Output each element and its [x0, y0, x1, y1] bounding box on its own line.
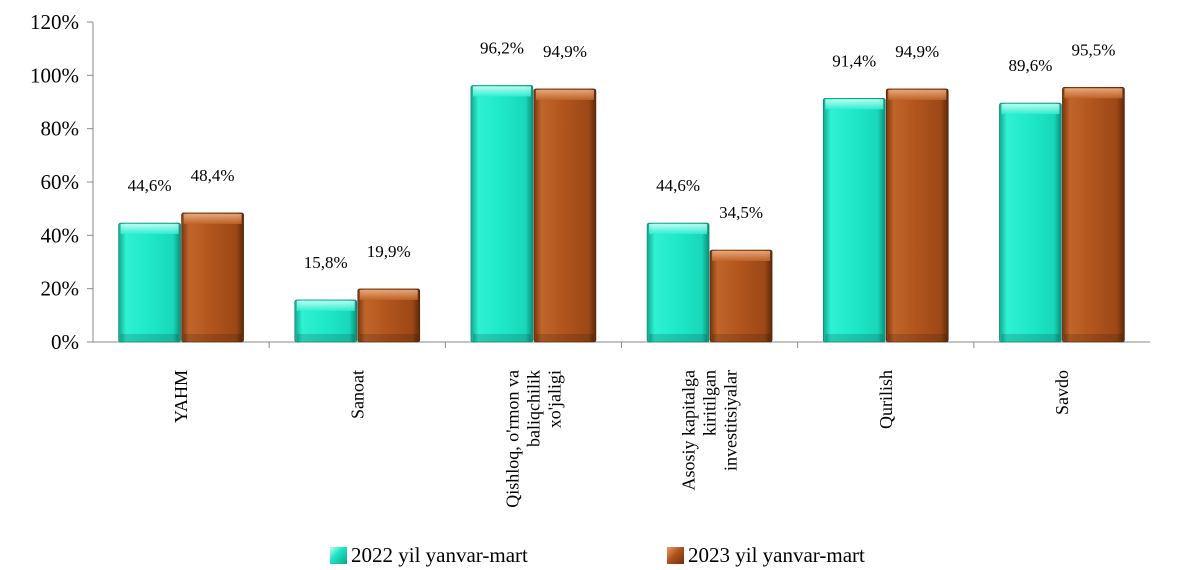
category-label: Qishloq, o'rmon va baliqchilik xo'jaligi: [502, 370, 564, 508]
data-label: 89,6%: [1008, 56, 1052, 75]
bar-2023: [357, 288, 421, 343]
bar-2023: [709, 249, 773, 343]
y-tick-label: 0%: [51, 330, 79, 354]
bar-bevel-bottom: [888, 334, 947, 342]
category-label: Sanoat: [347, 370, 367, 419]
category-label: Savdo: [1052, 370, 1072, 415]
data-label: 19,9%: [367, 242, 411, 261]
bar-bevel-top: [888, 89, 947, 100]
y-tick-label: 120%: [30, 10, 79, 34]
category-label-line: xo'jaligi: [544, 370, 564, 428]
category-label-line: YAHM: [171, 370, 191, 423]
bar-bevel-top: [296, 300, 355, 311]
bar-bevel-top: [472, 86, 531, 97]
category-label: Asosiy kapitalga kiritilgan investitsiyala…: [679, 370, 741, 490]
bar-bevel-top: [183, 213, 242, 224]
legend-item-2023: 2023 yil yanvar-mart: [667, 543, 865, 568]
category-label: YAHM: [171, 370, 191, 423]
legend-label-2022: 2022 yil yanvar-mart: [351, 543, 528, 567]
bar-bevel-top: [359, 289, 418, 300]
bar-bevel-top: [825, 99, 884, 110]
bar-2023: [533, 88, 597, 343]
y-tick-label: 80%: [41, 117, 80, 141]
category-label-line: Sanoat: [347, 370, 367, 419]
category-label: Qurilish: [876, 370, 896, 429]
bar-bevel-bottom: [1001, 334, 1060, 342]
y-tick-label: 60%: [41, 170, 80, 194]
bar-bevel-top: [120, 224, 179, 235]
category-label-line: Qishloq, o'rmon va: [502, 370, 522, 508]
bar-bevel-bottom: [296, 334, 355, 342]
bar-2023: [885, 88, 949, 343]
bar-2023: [1062, 87, 1125, 343]
category-label-line: Savdo: [1052, 370, 1072, 415]
bar-bevel-bottom: [472, 334, 531, 342]
bar-2022: [470, 85, 534, 343]
legend-label-2023: 2023 yil yanvar-mart: [688, 543, 865, 567]
data-label: 44,6%: [656, 176, 700, 195]
data-label: 48,4%: [191, 166, 235, 185]
category-label-line: kiritilgan: [700, 370, 720, 436]
bar-bevel-top: [1064, 88, 1123, 99]
data-label: 94,9%: [543, 42, 587, 61]
bar-2022: [999, 102, 1062, 343]
data-label: 34,5%: [719, 203, 763, 222]
y-tick-label: 20%: [41, 277, 80, 301]
bar-2022: [118, 222, 181, 343]
bar-2023: [181, 212, 244, 343]
bar-chart: 0% 20% 40% 60% 80% 100% 120% 44,6% 48,4% 15,8% 19…: [30, 10, 1150, 508]
bar-bevel-bottom: [535, 334, 594, 342]
category-label-line: Qurilish: [876, 370, 896, 429]
data-label: 96,2%: [480, 38, 524, 57]
data-label: 15,8%: [304, 253, 348, 272]
bar-bevel-bottom: [649, 334, 708, 342]
category-label-line: baliqchilik: [523, 370, 543, 447]
legend-swatch-2023: [667, 547, 684, 564]
category-label-line: investitsiyalar: [721, 370, 741, 471]
legend: 2022 yil yanvar-mart 2023 yil yanvar-mar…: [0, 543, 1179, 570]
data-label: 44,6%: [128, 176, 172, 195]
bar-2022: [646, 222, 710, 343]
data-label: 95,5%: [1071, 40, 1115, 59]
bar-bevel-bottom: [825, 334, 884, 342]
category-label-line: Asosiy kapitalga: [679, 370, 699, 490]
bar-bevel-bottom: [1064, 334, 1123, 342]
bar-bevel-top: [535, 89, 594, 100]
data-label: 94,9%: [895, 42, 939, 61]
y-tick-label: 40%: [41, 223, 80, 247]
bar-bevel-bottom: [712, 334, 771, 342]
bar-2022: [822, 97, 886, 343]
bar-bevel-bottom: [359, 334, 418, 342]
legend-item-2022: 2022 yil yanvar-mart: [330, 543, 528, 568]
y-tick-label: 100%: [30, 63, 79, 87]
legend-swatch-2022: [330, 547, 347, 564]
bar-bevel-top: [1001, 104, 1060, 115]
data-label: 91,4%: [832, 51, 876, 70]
bar-bevel-top: [712, 251, 771, 261]
bar-bevel-top: [649, 224, 708, 235]
bar-bevel-bottom: [120, 334, 179, 342]
bar-bevel-bottom: [183, 334, 242, 342]
